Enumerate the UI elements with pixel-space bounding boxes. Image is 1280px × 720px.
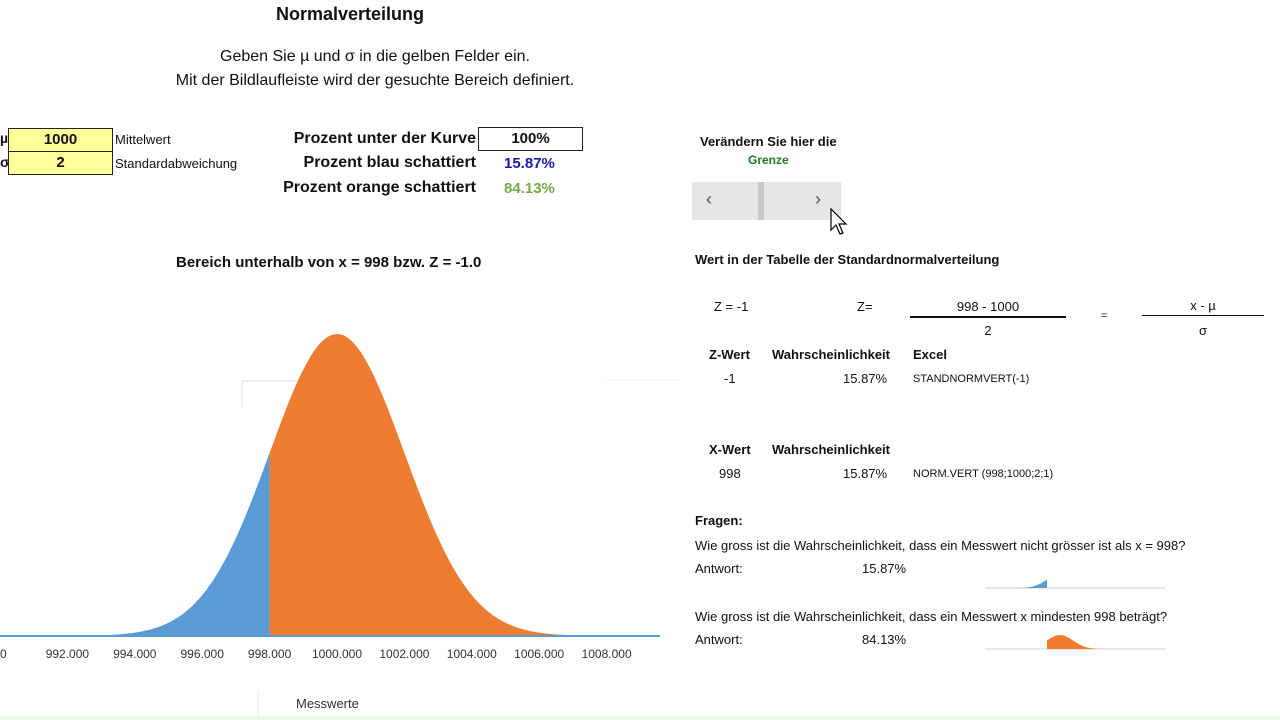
z-excel-formula: STANDNORMVERT(-1) — [913, 373, 1030, 385]
x-tick-label: 996.000 — [181, 647, 225, 661]
scrollbar-subtitle: Grenze — [748, 153, 789, 167]
chart-title: Bereich unterhalb von x = 998 bzw. Z = -… — [176, 254, 482, 271]
boundary-scrollbar[interactable] — [692, 182, 841, 220]
sigma-label: Standardabweichung — [115, 156, 238, 171]
z-probability: 15.87% — [843, 371, 888, 386]
orange-shaded-area — [269, 334, 658, 636]
z-numerator: 998 - 1000 — [956, 299, 1020, 314]
z-eq: Z= — [857, 299, 873, 314]
question-1: Wie gross ist die Wahrscheinlichkeit, da… — [695, 538, 1186, 553]
x-probability-header: Wahrscheinlichkeit — [772, 442, 890, 457]
scrollbar-thumb[interactable] — [758, 182, 764, 220]
formula-line — [1142, 315, 1264, 316]
z-value: -1 — [724, 371, 736, 386]
answer-2-value: 84.13% — [862, 632, 907, 647]
sigma-symbol: σ — [0, 154, 10, 170]
z-value-header: Z-Wert — [709, 347, 750, 362]
table-heading: Wert in der Tabelle der Standardnormalve… — [695, 252, 1000, 267]
sigma-input[interactable]: 2 — [8, 151, 113, 175]
blue-shaded-area — [0, 452, 270, 636]
x-probability: 15.87% — [843, 466, 888, 481]
instruction-line-1: Geben Sie µ und σ in die gelben Felder e… — [220, 48, 530, 65]
scrollbar-title: Verändern Sie hier die — [700, 134, 837, 149]
x-tick-label: 0 — [0, 647, 7, 661]
x-value-header: X-Wert — [709, 442, 751, 457]
fraction-line — [910, 316, 1066, 318]
z-text: Z = -1 — [714, 299, 749, 314]
scroll-right-arrow-icon[interactable]: › — [815, 189, 821, 209]
x-tick-label: 994.000 — [113, 647, 157, 661]
answer-2-mini-chart — [985, 635, 1165, 650]
formula-equals: = — [1101, 310, 1108, 322]
mouse-cursor-icon — [830, 208, 848, 235]
x-tick-label: 1008.000 — [582, 647, 632, 661]
x-tick-label: 1002.000 — [379, 647, 429, 661]
x-tick-label: 998.000 — [248, 647, 292, 661]
instruction-line-2: Mit der Bildlaufleiste wird der gesuchte… — [175, 72, 575, 89]
x-tick-label: 1006.000 — [514, 647, 564, 661]
answer-1-value: 15.87% — [862, 561, 907, 576]
x-tick-label: 1000.000 — [312, 647, 362, 661]
x-tick-label: 992.000 — [46, 647, 90, 661]
mu-symbol: µ — [0, 130, 9, 146]
probability-header: Wahrscheinlichkeit — [772, 347, 890, 362]
excel-header: Excel — [913, 347, 947, 362]
question-2: Wie gross ist die Wahrscheinlichkeit, da… — [695, 609, 1168, 624]
questions-heading: Fragen: — [695, 513, 743, 528]
z-denominator: 2 — [984, 323, 992, 338]
orange-percent-value: 84.13% — [504, 180, 555, 197]
x-excel-formula: NORM.VERT (998;1000;2;1) — [913, 468, 1054, 480]
mu-label: Mittelwert — [115, 132, 171, 147]
total-percent-label: Prozent unter der Kurve — [293, 130, 476, 147]
total-percent-value: 100% — [478, 127, 583, 151]
formula-denominator: σ — [1198, 323, 1208, 338]
answer-1-mini-chart — [985, 579, 1165, 589]
x-tick-label: 1004.000 — [447, 647, 497, 661]
blue-percent-label: Prozent blau schattiert — [303, 154, 476, 171]
sheet-bottom-edge — [0, 716, 1280, 720]
sheet-title: Normalverteilung — [275, 4, 425, 24]
normal-distribution-chart: 0 992.000 994.000 996.000 998.000 1000.000 100… — [0, 334, 680, 720]
orange-percent-label: Prozent orange schattiert — [283, 179, 476, 196]
x-value: 998 — [719, 466, 741, 481]
blue-percent-value: 15.87% — [504, 155, 555, 172]
answer-1-label: Antwort: — [695, 561, 743, 576]
mu-input[interactable]: 1000 — [8, 128, 113, 152]
answer-2-label: Antwort: — [695, 632, 743, 647]
scroll-left-arrow-icon[interactable]: ‹ — [706, 189, 712, 209]
chart-x-axis-label: Messwerte — [296, 696, 359, 711]
formula-numerator: x - µ — [1190, 298, 1216, 313]
